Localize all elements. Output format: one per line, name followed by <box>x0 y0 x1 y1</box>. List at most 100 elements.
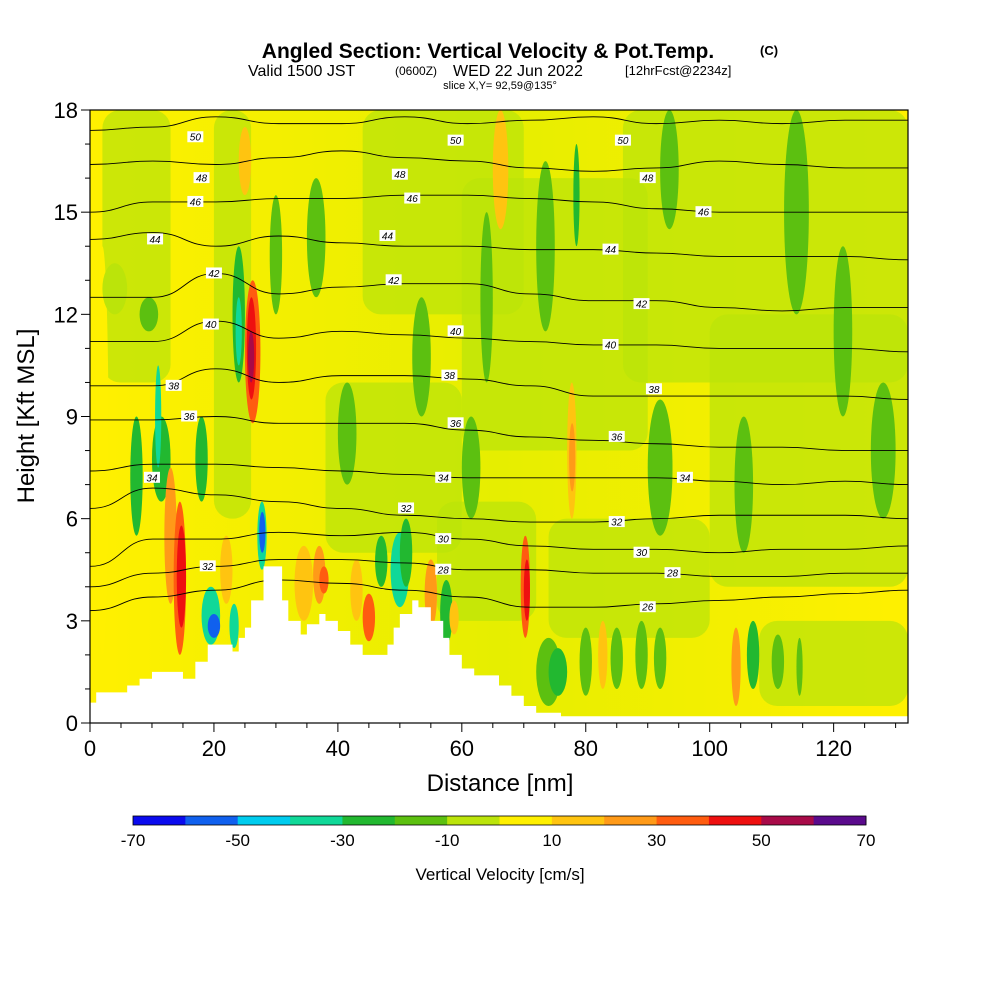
contour-label-bg <box>379 230 396 242</box>
velocity-cell <box>319 566 329 594</box>
contour-label-text: 44 <box>382 232 394 243</box>
velocity-cell <box>660 110 679 230</box>
contour-label: 50 <box>187 131 204 144</box>
contour-label-bg <box>187 195 204 207</box>
colorbar-swatch <box>185 816 239 825</box>
title-forecast: [12hrFcst@2234z] <box>625 63 731 78</box>
contour-label-text: 30 <box>438 535 450 546</box>
colorbar-tick-label: 70 <box>857 831 876 850</box>
velocity-cells <box>96 110 896 706</box>
velocity-cell <box>155 365 162 468</box>
contour-label-bg <box>435 533 452 545</box>
contour-label: 32 <box>199 560 216 573</box>
x-axis-ticks: 0 20 40 60 80 100 120 <box>84 723 897 761</box>
velocity-band <box>759 620 908 706</box>
velocity-cell <box>536 161 555 332</box>
velocity-cell <box>337 382 357 485</box>
theta-contour-50 <box>90 116 908 131</box>
contour-label-text: 40 <box>450 327 462 338</box>
velocity-cell <box>362 593 376 642</box>
x-axis-label: Distance [nm] <box>427 770 574 797</box>
contour-label-text: 40 <box>605 340 617 351</box>
contour-label-text: 34 <box>679 473 691 484</box>
velocity-band <box>548 518 710 638</box>
contour-label: 26 <box>639 601 656 614</box>
title-valid-date: WED 22 Jun 2022 <box>453 63 583 80</box>
velocity-cell <box>573 144 580 247</box>
velocity-cell <box>492 110 509 230</box>
contour-label-text: 26 <box>641 603 654 614</box>
velocity-cell <box>399 518 413 587</box>
contour-label-text: 46 <box>407 194 419 205</box>
velocity-cell <box>731 627 741 706</box>
velocity-cell <box>653 627 667 689</box>
velocity-cell <box>569 423 576 492</box>
contour-label-bg <box>181 410 198 422</box>
velocity-cell <box>833 246 853 417</box>
velocity-cell <box>480 212 493 383</box>
colorbar-swatch <box>761 816 815 825</box>
contour-label-bg <box>633 298 650 310</box>
colorbar-swatch <box>237 816 291 825</box>
contour-label: 48 <box>639 172 656 185</box>
contour-label: 32 <box>398 502 415 515</box>
colorbar-swatch <box>656 816 710 825</box>
contour-label-text: 28 <box>437 565 450 576</box>
contour-label-text: 32 <box>611 518 623 529</box>
velocity-cell <box>461 416 481 519</box>
contour-label-text: 46 <box>698 208 710 219</box>
colorbar-swatch <box>708 816 762 825</box>
velocity-cell <box>579 627 592 696</box>
contour-label-text: 42 <box>208 269 220 280</box>
theta-contour-34 <box>90 463 908 486</box>
contour-label: 46 <box>187 195 204 208</box>
contour-label: 38 <box>645 383 662 396</box>
velocity-cell <box>796 637 803 696</box>
contour-label-text: 38 <box>168 381 180 392</box>
theta-contour-32 <box>90 487 908 523</box>
colorbar-frame <box>132 815 867 826</box>
velocity-cell <box>647 399 673 536</box>
velocity-cell <box>164 467 177 604</box>
terrain <box>90 566 908 723</box>
y-tick-label: 9 <box>66 405 78 430</box>
contour-label-bg <box>633 546 650 558</box>
velocity-cell <box>350 559 363 621</box>
contour-label: 40 <box>202 318 219 331</box>
velocity-cell <box>610 627 623 689</box>
velocity-band <box>461 178 648 451</box>
velocity-cell <box>259 511 266 553</box>
theta-contour-labels: 50 50 50 48 48 48 46 46 46 44 44 44 42 42 42 40 40 40 38 38… <box>143 131 712 614</box>
x-tick-label: 120 <box>815 736 852 761</box>
theta-contour-30 <box>90 531 908 567</box>
colorbar-swatch <box>604 816 658 825</box>
contour-label-bg <box>199 560 216 572</box>
velocity-cell <box>229 603 239 649</box>
contour-label: 44 <box>379 230 396 243</box>
theta-contour-44 <box>90 232 908 261</box>
velocity-cell <box>238 127 252 196</box>
contour-label-bg <box>441 369 458 381</box>
x-tick-label: 60 <box>450 736 474 761</box>
contour-label-text: 38 <box>648 385 660 396</box>
contour-label-text: 46 <box>190 197 202 208</box>
velocity-cell <box>96 246 109 655</box>
title-slice: slice X,Y= 92,59@135° <box>443 80 557 92</box>
contour-label-text: 32 <box>400 504 412 515</box>
contour-label: 36 <box>181 410 198 423</box>
contour-label-bg <box>695 206 712 218</box>
contour-label-text: 34 <box>146 473 158 484</box>
contour-label-bg <box>391 168 408 180</box>
contour-label-bg <box>398 502 415 514</box>
contour-label-bg <box>187 131 204 143</box>
theta-contour-28 <box>90 559 908 588</box>
velocity-cell <box>294 545 314 621</box>
contour-label-text: 44 <box>150 235 162 246</box>
contour-label: 44 <box>147 233 164 246</box>
velocity-cell <box>130 416 143 536</box>
velocity-cell <box>235 297 242 366</box>
contour-label: 38 <box>441 369 458 382</box>
velocity-cell <box>598 620 608 689</box>
contour-label-text: 32 <box>202 562 214 573</box>
y-axis-ticks: 0 3 6 9 12 15 18 <box>54 98 90 736</box>
